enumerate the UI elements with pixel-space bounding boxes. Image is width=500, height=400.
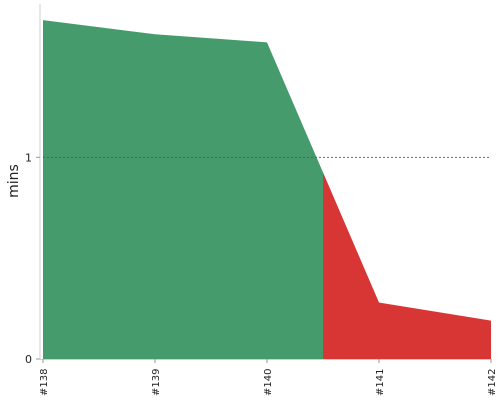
x-tick-label: #139 (151, 369, 162, 396)
x-tick-label: #138 (39, 369, 50, 396)
y-ticks: 01 (25, 151, 40, 366)
area-series (43, 20, 491, 360)
x-tick-label: #141 (375, 369, 386, 396)
x-tick-label: #140 (263, 369, 274, 396)
y-axis-label: mins (6, 164, 22, 198)
area-failing (323, 172, 491, 359)
x-tick-label: #142 (487, 369, 498, 396)
area-passing (43, 20, 323, 360)
x-ticks: #138 #139 #140 #141 #142 (39, 359, 498, 396)
y-tick-label: 1 (25, 151, 32, 164)
y-tick-label: 0 (25, 353, 32, 366)
